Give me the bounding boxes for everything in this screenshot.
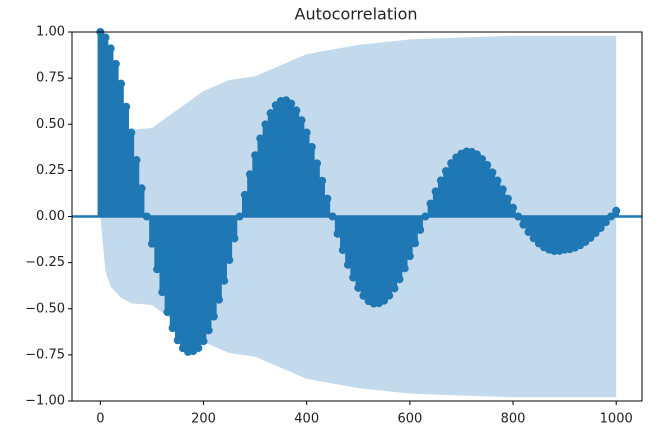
marker [596, 223, 605, 232]
marker [338, 246, 347, 255]
y-tick-label: −0.75 [25, 347, 65, 362]
marker [359, 291, 368, 300]
marker [117, 79, 126, 88]
marker [519, 220, 528, 229]
marker [612, 206, 621, 215]
y-tick-label: 0.00 [36, 209, 65, 224]
marker [132, 156, 141, 165]
marker [431, 187, 440, 196]
marker [472, 150, 481, 159]
marker [209, 312, 218, 321]
marker [168, 324, 177, 333]
marker [245, 170, 254, 179]
y-tick-label: −0.50 [25, 301, 65, 316]
y-tick-label: −0.25 [25, 255, 65, 270]
marker [230, 234, 239, 243]
marker [225, 256, 234, 265]
x-tick-label: 600 [397, 412, 422, 427]
marker [307, 142, 316, 151]
marker [426, 199, 435, 208]
x-tick-label: 0 [96, 412, 104, 427]
marker [493, 176, 502, 185]
marker [524, 227, 533, 236]
marker [529, 234, 538, 243]
marker [385, 291, 394, 300]
y-tick-label: −1.00 [25, 394, 65, 409]
marker [297, 116, 306, 125]
chart-title: Autocorrelation [295, 5, 418, 24]
y-tick-label: 1.00 [36, 25, 65, 40]
marker [400, 264, 409, 273]
marker [380, 296, 389, 305]
marker [194, 344, 203, 353]
marker [498, 185, 507, 194]
marker [313, 159, 322, 168]
marker [204, 326, 213, 335]
marker [411, 239, 420, 248]
x-tick-label: 800 [501, 412, 526, 427]
marker [354, 283, 363, 292]
marker [292, 106, 301, 115]
marker [591, 229, 600, 238]
marker [163, 308, 172, 317]
marker [266, 109, 275, 118]
y-tick-label: 0.75 [36, 71, 65, 86]
marker [390, 284, 399, 293]
marker [235, 212, 244, 221]
marker [323, 194, 332, 203]
marker [328, 212, 337, 221]
marker [395, 275, 404, 284]
marker [509, 203, 518, 212]
x-tick-label: 200 [191, 412, 216, 427]
marker [441, 167, 450, 176]
marker [333, 229, 342, 238]
marker [488, 168, 497, 177]
y-tick-label: 0.25 [36, 163, 65, 178]
marker [215, 295, 224, 304]
x-tick-label: 400 [294, 412, 319, 427]
marker [416, 225, 425, 234]
marker [601, 218, 610, 227]
marker [101, 33, 110, 42]
marker [287, 99, 296, 108]
marker [106, 44, 115, 53]
marker [483, 161, 492, 170]
marker [158, 288, 167, 297]
marker [256, 134, 265, 143]
marker [147, 239, 156, 248]
marker [240, 190, 249, 199]
marker [173, 336, 182, 345]
marker [122, 102, 131, 111]
x-tick-label: 1000 [600, 412, 633, 427]
marker [127, 128, 136, 137]
marker [405, 252, 414, 261]
marker [302, 128, 311, 137]
marker [251, 151, 260, 160]
marker [111, 59, 120, 68]
marker [142, 212, 151, 221]
marker [318, 176, 327, 185]
marker [153, 265, 162, 274]
marker [349, 273, 358, 282]
marker [421, 212, 430, 221]
marker [137, 184, 146, 193]
marker [261, 120, 270, 129]
marker [343, 260, 352, 269]
marker [586, 233, 595, 242]
marker [514, 212, 523, 221]
marker [503, 194, 512, 203]
marker [436, 176, 445, 185]
marker [220, 276, 229, 285]
y-tick-label: 0.50 [36, 117, 65, 132]
marker [447, 159, 456, 168]
marker [478, 155, 487, 164]
marker [199, 337, 208, 346]
marker [607, 212, 616, 221]
